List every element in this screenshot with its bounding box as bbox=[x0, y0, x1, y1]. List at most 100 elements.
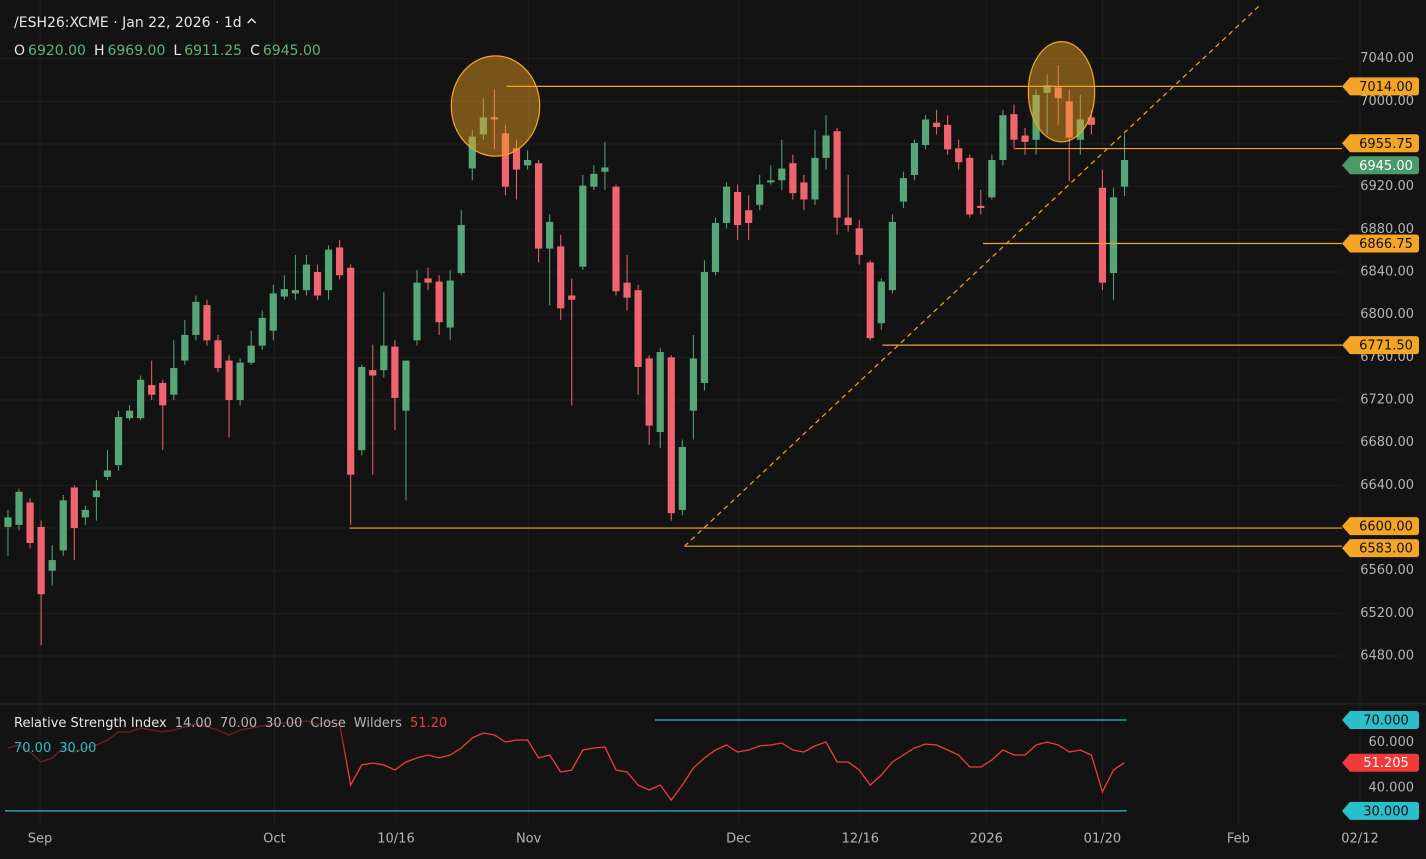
rsi-line bbox=[7, 720, 1125, 802]
rsi-param: Close bbox=[310, 716, 345, 731]
rsi-value: 51.20 bbox=[410, 716, 447, 731]
candle-body bbox=[435, 281, 443, 323]
candle-body bbox=[203, 305, 211, 341]
candle-body bbox=[125, 410, 134, 419]
ohlc-value: 6969.00 bbox=[107, 43, 165, 59]
price-tag bbox=[1342, 156, 1419, 175]
rsi-param: 30.00 bbox=[265, 716, 302, 731]
y-tick-label: 6720.00 bbox=[1360, 393, 1414, 408]
y-tick-label: 6880.00 bbox=[1360, 222, 1414, 237]
candle-body bbox=[347, 267, 355, 475]
candle-body bbox=[1065, 101, 1073, 138]
rsi-title: Relative Strength Index bbox=[14, 716, 167, 731]
candle-body bbox=[137, 379, 145, 419]
candle-body bbox=[910, 142, 919, 175]
candle-body bbox=[767, 180, 775, 183]
candle-body bbox=[313, 272, 322, 296]
candle-body bbox=[877, 281, 885, 324]
highlight-circle bbox=[1027, 41, 1096, 143]
candle-body bbox=[667, 357, 675, 514]
candle-body bbox=[590, 173, 598, 187]
candle-body bbox=[114, 417, 123, 466]
price-tag-label: 6866.75 bbox=[1359, 237, 1413, 252]
candle-body bbox=[291, 290, 299, 294]
candle-body bbox=[678, 446, 686, 510]
candle-body bbox=[103, 470, 112, 477]
ohlc-value: 6945.00 bbox=[263, 43, 321, 59]
y-tick-label: 60.000 bbox=[1369, 735, 1415, 750]
candle-body bbox=[999, 115, 1007, 161]
candle-body bbox=[369, 370, 377, 376]
ohlc-value: 6920.00 bbox=[28, 43, 86, 59]
candle-body bbox=[557, 246, 565, 309]
candle-body bbox=[700, 272, 709, 383]
candle-body bbox=[612, 186, 620, 292]
candle-body bbox=[258, 317, 266, 346]
y-tick-label: 6520.00 bbox=[1360, 606, 1414, 621]
candle-body bbox=[546, 221, 554, 249]
candle-body bbox=[391, 346, 399, 398]
candle-body bbox=[944, 124, 952, 150]
y-tick-label: 6680.00 bbox=[1360, 435, 1414, 450]
candle-body bbox=[756, 184, 764, 205]
ohlc-key: L bbox=[173, 43, 181, 59]
price-tag-label: 6583.00 bbox=[1359, 542, 1413, 557]
candle-body bbox=[789, 163, 797, 194]
candle-body bbox=[1109, 197, 1118, 274]
candle-body bbox=[634, 290, 642, 367]
candle-body bbox=[37, 526, 45, 595]
candle-body bbox=[1098, 187, 1107, 283]
candle-body bbox=[501, 133, 510, 187]
candle-body bbox=[26, 502, 34, 543]
y-tick-label: 6480.00 bbox=[1360, 649, 1414, 664]
x-tick-label: Sep bbox=[28, 832, 53, 847]
rsi-param: 14.00 bbox=[175, 716, 212, 731]
candle-body bbox=[70, 487, 78, 529]
y-tick-label: 6560.00 bbox=[1360, 563, 1414, 578]
price-tag-label: 6600.00 bbox=[1359, 520, 1413, 535]
highlight-circle bbox=[450, 55, 541, 157]
candle-body bbox=[1087, 117, 1095, 125]
candle-body bbox=[457, 225, 465, 274]
candle-body bbox=[1021, 135, 1029, 142]
candle-body bbox=[579, 185, 587, 267]
candle-body bbox=[977, 205, 985, 209]
y-tick-label: 40.000 bbox=[1369, 781, 1415, 796]
ohlc-key: C bbox=[250, 43, 260, 59]
candle-body bbox=[15, 491, 23, 525]
price-tag bbox=[1342, 134, 1419, 153]
candle-body bbox=[778, 168, 786, 181]
candle-body bbox=[336, 247, 344, 276]
price-tag bbox=[1342, 517, 1419, 536]
candle-body bbox=[866, 262, 874, 339]
candle-body bbox=[568, 295, 576, 300]
y-tick-label: 6840.00 bbox=[1360, 265, 1414, 280]
ohlc-key: H bbox=[94, 43, 105, 59]
ohlc-legend: O 6920.00 H 6969.00 L 6911.25 C 6945.00 bbox=[14, 43, 321, 59]
band-tag bbox=[1342, 801, 1419, 820]
band-value: 70.00 bbox=[14, 741, 51, 756]
candle-body bbox=[844, 217, 852, 226]
x-tick-label: Dec bbox=[726, 832, 751, 847]
x-tick-label: Nov bbox=[516, 832, 542, 847]
x-tick-label: 02/12 bbox=[1341, 832, 1378, 847]
candle-body bbox=[236, 362, 244, 401]
last-value-tag bbox=[1342, 753, 1419, 772]
x-tick-label: 2026 bbox=[970, 832, 1003, 847]
ohlc-key: O bbox=[14, 43, 25, 59]
candle-body bbox=[855, 228, 863, 255]
candle-body bbox=[225, 360, 233, 401]
price-tag-label: 7014.00 bbox=[1359, 80, 1413, 95]
candle-body bbox=[358, 366, 366, 451]
candle-body bbox=[280, 289, 288, 297]
caret-icon[interactable] bbox=[247, 18, 257, 24]
price-tag bbox=[1342, 336, 1419, 355]
price-tag bbox=[1342, 539, 1419, 558]
x-tick-label: Oct bbox=[263, 832, 285, 847]
candle-body bbox=[302, 264, 311, 291]
candle-body bbox=[4, 517, 12, 527]
y-tick-label: 6640.00 bbox=[1360, 478, 1414, 493]
candle-body bbox=[745, 210, 753, 223]
band-tag bbox=[1342, 711, 1419, 729]
candle-body bbox=[711, 222, 720, 273]
